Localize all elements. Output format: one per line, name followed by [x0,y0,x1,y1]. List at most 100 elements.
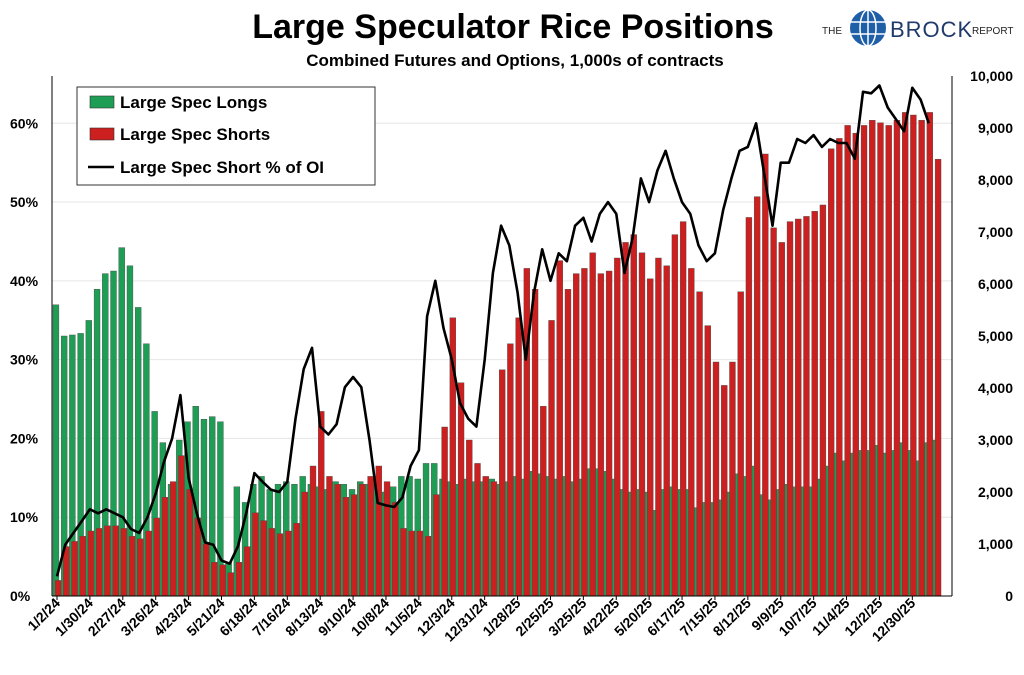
shorts-bar [605,270,613,597]
shorts-bar [795,218,802,597]
shorts-bar [770,227,777,597]
shorts-bar [433,494,440,597]
shorts-bar [753,196,761,597]
shorts-bar [474,463,481,597]
right-tick-label: 2,000 [978,484,1013,500]
shorts-bar [564,289,572,597]
shorts-bar [597,273,605,597]
right-tick-label: 3,000 [978,432,1013,448]
legend-swatch-longs [89,95,115,109]
shorts-bar [120,528,128,597]
shorts-bar [375,465,382,597]
shorts-bar [630,234,637,597]
shorts-bar [679,221,687,597]
legend-label-longs: Large Spec Longs [120,93,267,112]
shorts-bar [161,497,169,597]
shorts-bar [178,455,185,597]
shorts-bar [712,361,720,597]
shorts-bar [589,252,596,597]
shorts-bar [556,260,563,597]
shorts-bar [383,481,391,597]
shorts-bar [877,122,884,597]
right-tick-label: 0 [1005,588,1013,604]
longs-bar [52,304,60,597]
right-tick-label: 1,000 [978,536,1013,552]
shorts-bar [696,291,703,597]
shorts-bar [260,520,267,597]
shorts-bar [548,320,555,597]
shorts-bar [367,476,374,597]
legend-box [76,86,376,186]
shorts-bar [655,257,662,597]
shorts-bar [811,210,818,597]
shorts-bars [54,112,942,597]
shorts-bar [219,564,226,597]
shorts-bar [400,528,407,597]
shorts-bar [926,112,934,597]
shorts-bar [408,530,415,597]
shorts-bar [786,221,794,597]
shorts-bar [227,572,234,597]
shorts-bar [893,119,901,597]
shorts-bar [276,533,284,597]
legend-label-shorts: Large Spec Shorts [120,125,270,144]
chart-subtitle: Combined Futures and Options, 1,000s of … [306,51,724,70]
legend-label-line: Large Spec Short % of OI [120,158,324,177]
shorts-bar [309,465,317,597]
shorts-bar [424,536,432,597]
shorts-bar [531,289,539,597]
shorts-bar [819,204,827,597]
x-axis-ticks: 1/2/241/30/242/27/243/26/244/23/245/21/2… [24,595,918,645]
left-axis-ticks: 0% 10% 20% 30% 40% 50% 60% [10,115,39,604]
shorts-bar [63,546,70,597]
left-tick-label: 50% [10,194,39,210]
shorts-bar [860,125,868,597]
legend-swatch-shorts [89,127,115,141]
shorts-bar [803,216,810,597]
brand-logo: THE BROCK REPORT [822,9,1014,47]
left-tick-label: 10% [10,509,39,525]
shorts-bar [663,265,670,597]
shorts-bar [934,158,942,597]
shorts-bar [326,476,333,597]
short-pct-line [55,84,931,577]
shorts-bar [885,125,892,597]
shorts-bar [614,257,621,597]
shorts-bar [441,426,448,597]
shorts-bar [54,580,62,597]
shorts-bar [350,494,358,597]
shorts-bar [482,476,489,597]
shorts-bar [186,489,193,597]
shorts-bar [235,562,243,597]
right-axis-ticks: 0 1,000 2,000 3,000 4,000 5,000 6,000 7,000 8,00… [970,68,1013,604]
shorts-bar [638,252,646,597]
shorts-bar [170,481,177,597]
shorts-bar [918,119,925,597]
shorts-bar [647,278,654,597]
shorts-bar [721,385,728,597]
shorts-bar [671,234,679,597]
shorts-bar [244,546,251,597]
left-tick-label: 30% [10,352,39,368]
shorts-bar [194,517,202,597]
shorts-bar [342,497,350,597]
shorts-bar [285,530,292,597]
shorts-bar [622,242,629,597]
shorts-bar [145,530,152,597]
shorts-bar [523,268,531,597]
shorts-bar [293,523,300,597]
shorts-bar [745,217,753,597]
shorts-bar [318,411,325,597]
shorts-bar [128,536,136,597]
shorts-bar [96,528,103,597]
shorts-bar [112,525,119,597]
shorts-bar [79,536,86,597]
brand-suffix: REPORT [972,26,1014,37]
shorts-bar [301,491,308,597]
shorts-bar [869,119,876,597]
left-tick-label: 40% [10,273,39,289]
shorts-bar [836,138,843,597]
shorts-bar [359,484,366,597]
shorts-bar [252,512,259,597]
shorts-bar [416,530,424,597]
